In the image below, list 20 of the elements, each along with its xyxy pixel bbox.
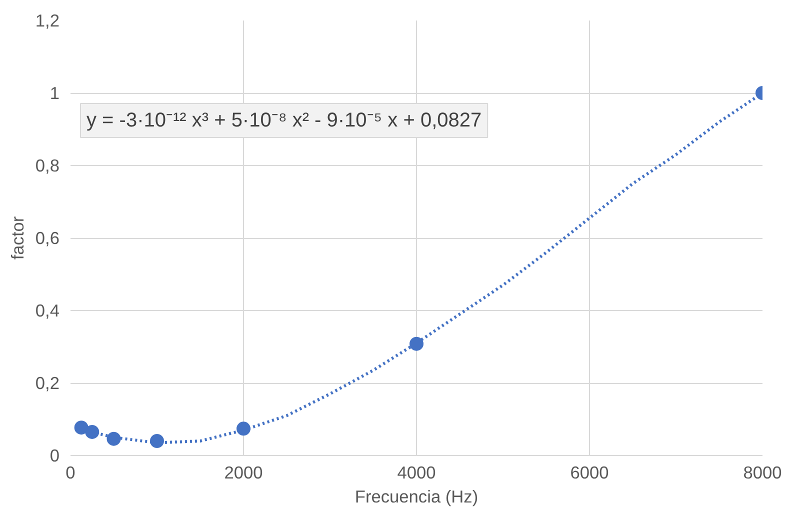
y-tick-label: 0 [50,446,60,466]
y-tick-label: 0,2 [35,373,60,393]
y-tick-label: 0,8 [35,156,60,176]
point [150,434,164,448]
x-tick-label: 8000 [743,462,782,482]
x-tick-label: 0 [66,462,76,482]
point [236,422,250,436]
x-axis-title: Frecuencia (Hz) [354,486,478,506]
y-axis-title: factor [7,216,28,260]
y-tick-label: 1,2 [35,10,60,30]
x-tick-label: 2000 [224,462,263,482]
point [74,420,88,435]
point [106,432,121,446]
y-tick-label: 1 [50,83,60,103]
x-tick-label: 4000 [397,462,436,482]
y-tick-label: 0,4 [35,300,60,320]
x-tick-label: 6000 [570,462,609,482]
point [85,424,100,439]
y-tick-label: 0,6 [35,228,60,248]
annotation: y = -3·10⁻¹² x³ + 5·10⁻⁸ x² - 9·10⁻⁵ x + 0,0827 [86,110,482,132]
